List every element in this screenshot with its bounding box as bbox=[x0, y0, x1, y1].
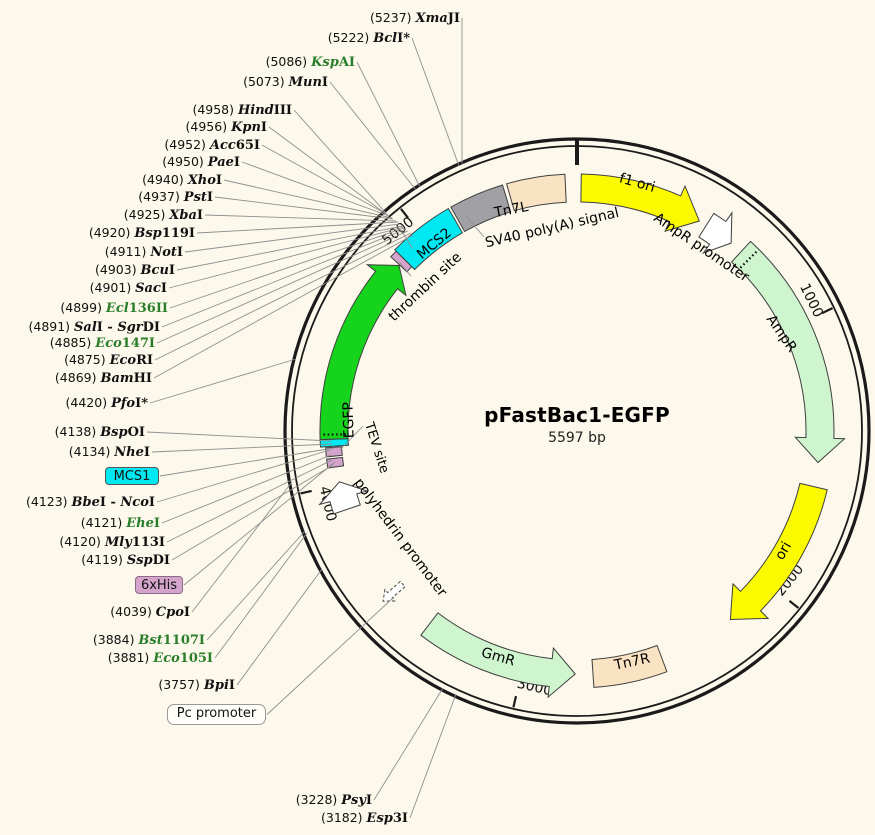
leader-line bbox=[176, 225, 404, 271]
feature-tn7l bbox=[505, 173, 567, 212]
leader-line bbox=[183, 461, 336, 586]
leader-line bbox=[169, 227, 405, 309]
leader-line bbox=[411, 37, 460, 167]
scale-tick bbox=[512, 695, 518, 708]
leader-line bbox=[373, 687, 444, 801]
leader-line bbox=[184, 223, 401, 253]
feature-ampr bbox=[730, 240, 846, 464]
leader-line bbox=[268, 126, 387, 215]
feature-ori bbox=[729, 482, 828, 621]
leader-line bbox=[339, 425, 364, 451]
leader-line bbox=[156, 449, 331, 503]
leader-line bbox=[154, 232, 412, 361]
leader-line bbox=[161, 228, 407, 328]
leader-line bbox=[191, 481, 293, 613]
leader-line bbox=[402, 232, 414, 250]
leader-line bbox=[204, 214, 397, 222]
leader-line bbox=[293, 109, 387, 214]
leader-line bbox=[356, 61, 421, 188]
leader-line bbox=[223, 179, 393, 219]
leader-line bbox=[329, 81, 417, 191]
leader-line bbox=[261, 144, 389, 216]
scale-tick bbox=[400, 208, 409, 219]
scale-tick bbox=[821, 307, 833, 315]
leader-line bbox=[266, 596, 395, 715]
feature-egfp bbox=[319, 264, 407, 441]
leader-line bbox=[156, 230, 409, 344]
feature-mcs2 bbox=[394, 207, 464, 271]
feature-label: EGFP bbox=[340, 402, 357, 439]
leader-line bbox=[241, 161, 390, 217]
leader-line bbox=[214, 532, 308, 659]
feature-tn7r bbox=[591, 644, 668, 688]
leader-line bbox=[236, 568, 323, 686]
leader-line bbox=[161, 454, 332, 524]
leader-line bbox=[149, 358, 297, 404]
leader-line bbox=[196, 221, 399, 234]
plasmid-size: 5597 bp bbox=[548, 430, 606, 446]
plasmid-name: pFastBac1-EGFP bbox=[484, 403, 670, 427]
leader-line bbox=[151, 443, 333, 453]
feature-label: Tn7R bbox=[612, 650, 652, 673]
leader-line bbox=[465, 215, 485, 238]
feature-polyhedrin-promoter bbox=[318, 481, 369, 515]
feature-gmr bbox=[420, 612, 576, 699]
leader-line bbox=[146, 431, 332, 442]
leader-line bbox=[206, 530, 306, 641]
scale-tick bbox=[788, 599, 800, 609]
feature-ampr-promoter bbox=[698, 211, 733, 255]
feature-label: ori bbox=[772, 539, 795, 563]
leader-line bbox=[166, 459, 333, 543]
feature-label: AmpR promoter bbox=[651, 210, 752, 286]
leader-line bbox=[214, 196, 394, 220]
leader-line bbox=[171, 464, 334, 561]
leader-line bbox=[159, 447, 335, 477]
leader-line bbox=[398, 261, 412, 277]
feature-label: Tn7L bbox=[492, 199, 530, 221]
leader-line bbox=[153, 234, 414, 379]
pc-promoter-icon bbox=[382, 580, 406, 602]
scale-tick bbox=[300, 489, 312, 495]
feature-f1-ori bbox=[580, 173, 700, 232]
feature-sv40-poly-a-signal bbox=[450, 184, 512, 233]
leader-line bbox=[409, 693, 457, 819]
plasmid-title-block: pFastBac1-EGFP 5597 bp bbox=[427, 403, 727, 446]
feature-tev-site bbox=[325, 446, 343, 458]
leader-line bbox=[168, 226, 405, 289]
feature-label: TEV site bbox=[361, 420, 392, 476]
